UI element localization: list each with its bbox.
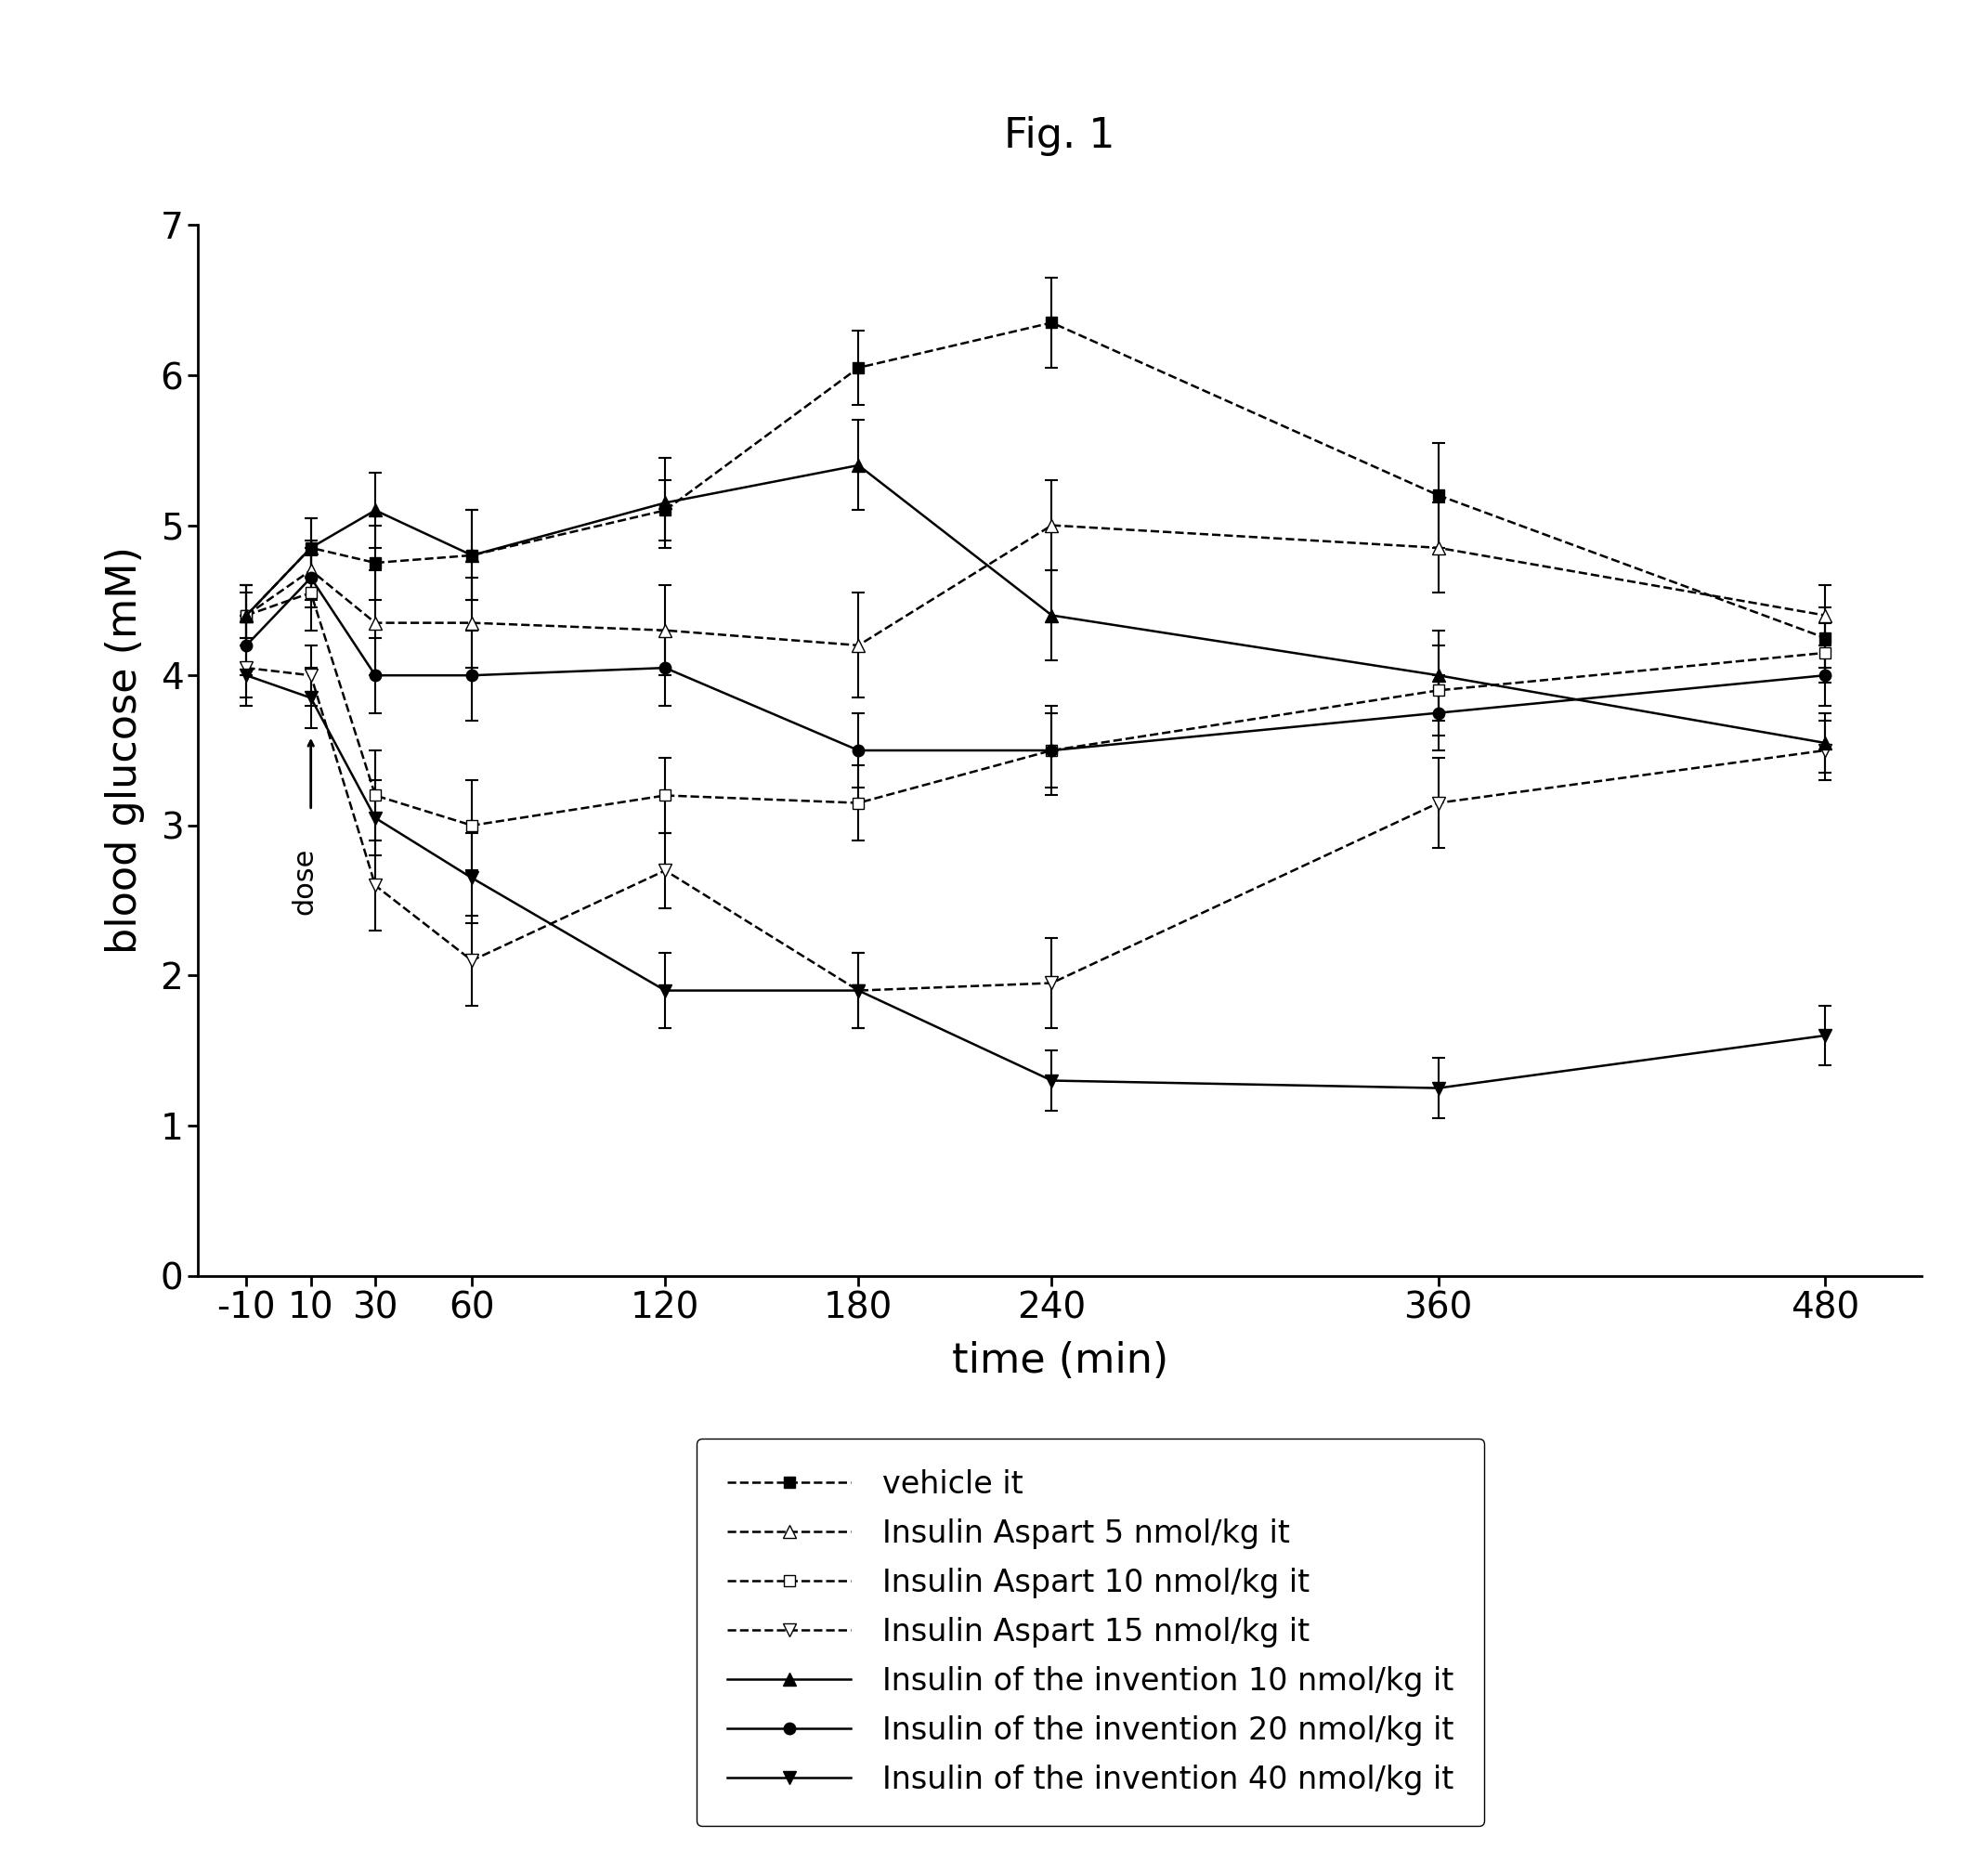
Y-axis label: blood glucose (mM): blood glucose (mM) xyxy=(105,546,145,955)
Title: Fig. 1: Fig. 1 xyxy=(1004,116,1115,156)
Legend: vehicle it, Insulin Aspart 5 nmol/kg it, Insulin Aspart 10 nmol/kg it, Insulin A: vehicle it, Insulin Aspart 5 nmol/kg it,… xyxy=(695,1439,1484,1825)
Text: dose: dose xyxy=(291,848,317,915)
X-axis label: time (min): time (min) xyxy=(951,1341,1169,1381)
